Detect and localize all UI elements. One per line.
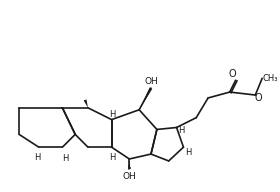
Text: O: O [255, 93, 262, 103]
Polygon shape [139, 87, 152, 110]
Polygon shape [84, 99, 88, 108]
Text: OH: OH [144, 77, 158, 86]
Text: H: H [34, 152, 40, 161]
Text: H: H [109, 110, 116, 119]
Text: OH: OH [122, 172, 136, 181]
Text: H: H [109, 152, 116, 161]
Text: O: O [229, 69, 237, 79]
Text: H: H [185, 148, 192, 157]
Text: H: H [178, 126, 185, 135]
Text: CH₃: CH₃ [262, 74, 278, 83]
Text: H: H [62, 153, 69, 162]
